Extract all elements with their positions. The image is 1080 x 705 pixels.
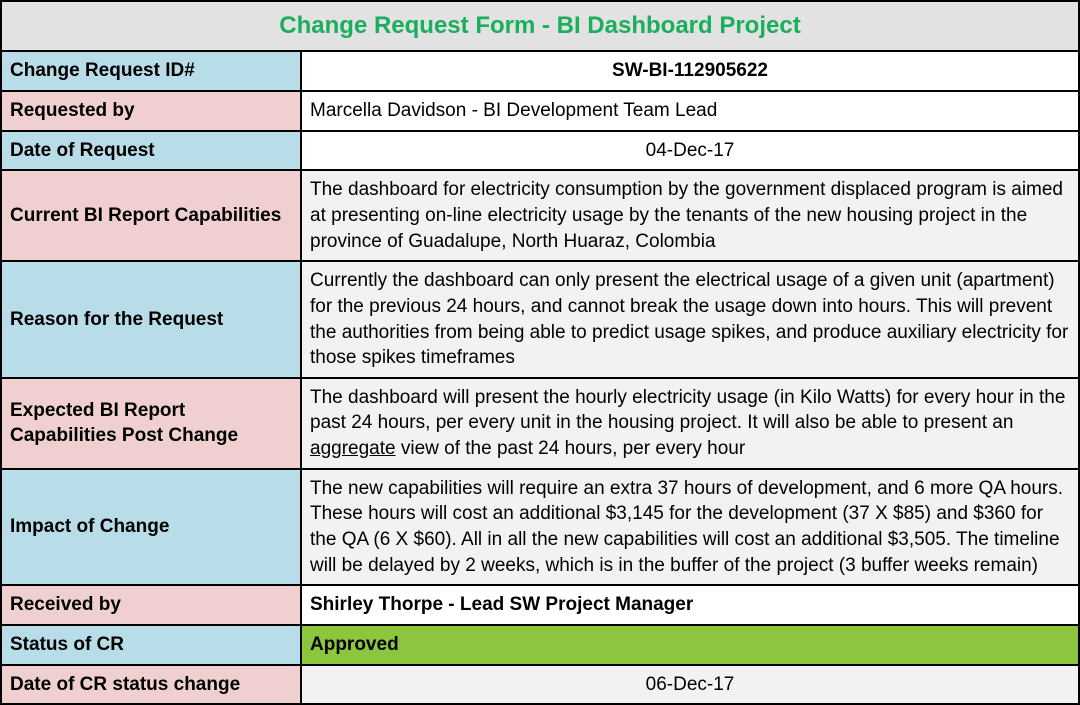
change-request-form: Change Request Form - BI Dashboard Proje… <box>0 0 1080 705</box>
form-title: Change Request Form - BI Dashboard Proje… <box>1 1 1079 51</box>
form-row: Impact of ChangeThe new capabilities wil… <box>1 469 1079 586</box>
form-body: Change Request Form - BI Dashboard Proje… <box>1 1 1079 704</box>
row-label: Date of Request <box>1 131 301 171</box>
row-label: Date of CR status change <box>1 665 301 705</box>
row-label: Expected BI Report Capabilities Post Cha… <box>1 378 301 469</box>
row-value-text: view of the past 24 hours, per every hou… <box>396 438 746 459</box>
row-value-text: The dashboard will present the hourly el… <box>310 387 1065 434</box>
row-label: Requested by <box>1 91 301 131</box>
row-label: Impact of Change <box>1 469 301 586</box>
form-title-row: Change Request Form - BI Dashboard Proje… <box>1 1 1079 51</box>
form-row: Reason for the RequestCurrently the dash… <box>1 261 1079 378</box>
form-row: Received byShirley Thorpe - Lead SW Proj… <box>1 585 1079 625</box>
row-label: Received by <box>1 585 301 625</box>
row-label: Current BI Report Capabilities <box>1 170 301 261</box>
form-row: Change Request ID#SW-BI-112905622 <box>1 51 1079 91</box>
row-value: The dashboard will present the hourly el… <box>301 378 1079 469</box>
form-row: Expected BI Report Capabilities Post Cha… <box>1 378 1079 469</box>
form-row: Status of CRApproved <box>1 625 1079 665</box>
row-value: Shirley Thorpe - Lead SW Project Manager <box>301 585 1079 625</box>
form-row: Date of Request04-Dec-17 <box>1 131 1079 171</box>
row-value: The dashboard for electricity consumptio… <box>301 170 1079 261</box>
form-row: Date of CR status change06-Dec-17 <box>1 665 1079 705</box>
row-label: Reason for the Request <box>1 261 301 378</box>
row-value: SW-BI-112905622 <box>301 51 1079 91</box>
row-value: 04-Dec-17 <box>301 131 1079 171</box>
row-label: Status of CR <box>1 625 301 665</box>
row-value: Marcella Davidson - BI Development Team … <box>301 91 1079 131</box>
row-value: 06-Dec-17 <box>301 665 1079 705</box>
form-row: Current BI Report CapabilitiesThe dashbo… <box>1 170 1079 261</box>
row-value: The new capabilities will require an ext… <box>301 469 1079 586</box>
row-label: Change Request ID# <box>1 51 301 91</box>
row-value-underlined: aggregate <box>310 438 396 459</box>
row-value: Approved <box>301 625 1079 665</box>
row-value: Currently the dashboard can only present… <box>301 261 1079 378</box>
form-row: Requested byMarcella Davidson - BI Devel… <box>1 91 1079 131</box>
